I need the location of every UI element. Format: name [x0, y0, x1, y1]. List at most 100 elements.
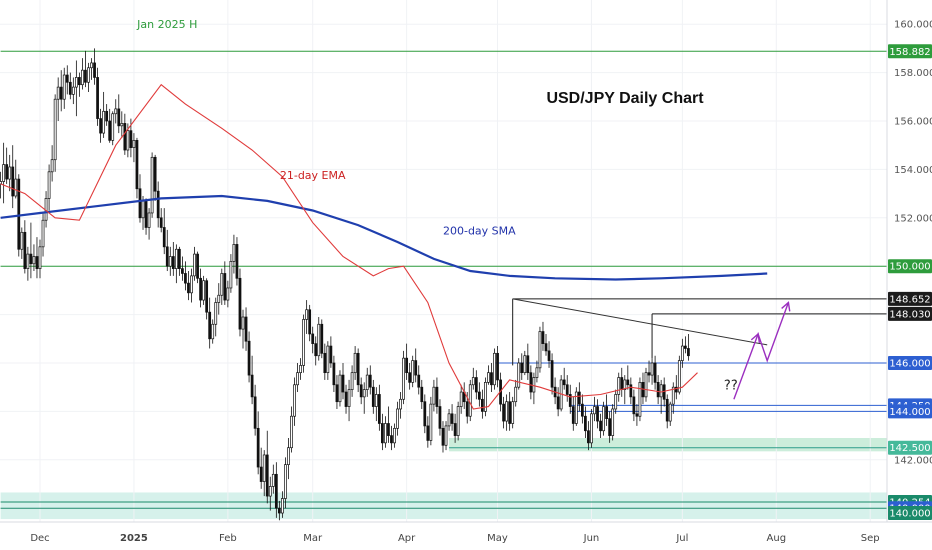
candle-body-10 [29, 253, 33, 265]
candle-body-149 [450, 413, 454, 424]
candle-body-177 [535, 367, 539, 378]
candle-body-130 [393, 427, 396, 444]
time-tick-0: Dec [30, 533, 49, 544]
time-tick-7: Jul [675, 533, 688, 544]
candle-body-66 [199, 277, 202, 301]
price-tick-1: 158.000 [894, 68, 932, 79]
candle-body-85 [256, 427, 260, 468]
candle-body-35 [105, 110, 109, 122]
candle-body-107 [323, 352, 327, 374]
candle-body-146 [441, 427, 445, 446]
price-tick-9: 142.000 [894, 455, 932, 466]
time-tick-2: Feb [219, 533, 237, 544]
candle-body-206 [623, 379, 627, 390]
candle-body-111 [335, 384, 339, 403]
price-tick-0: 160.000 [894, 20, 932, 31]
candle-body-219 [662, 384, 666, 400]
candle-body-121 [365, 374, 369, 390]
candle-body-17 [50, 159, 54, 173]
candle-body-9 [26, 253, 30, 269]
candle-body-157 [474, 377, 478, 393]
candle-body-77 [232, 244, 236, 262]
candle-body-2 [5, 164, 9, 180]
candle-body-195 [590, 413, 593, 444]
candle-body-101 [305, 309, 309, 320]
candle-body-110 [332, 362, 336, 386]
candle-body-191 [577, 391, 581, 405]
candle-body-51 [153, 156, 157, 192]
candle-body-99 [299, 365, 302, 374]
descending-trendline [512, 298, 768, 346]
candle-body-59 [177, 248, 181, 269]
candle-body-133 [402, 357, 405, 400]
price-label-box-3 [888, 306, 932, 321]
candle-body-172 [520, 362, 524, 374]
candle-body-189 [571, 406, 575, 424]
candle-body-200 [605, 406, 608, 420]
candle-body-223 [674, 386, 678, 393]
candle-body-217 [656, 382, 660, 398]
candle-body-155 [468, 384, 472, 417]
candle-body-65 [196, 253, 199, 279]
candle-body-71 [214, 302, 218, 325]
candle-body-201 [608, 418, 612, 436]
candle-body-222 [671, 386, 675, 405]
candle-body-58 [174, 248, 178, 269]
candle-body-69 [208, 311, 212, 340]
candle-body-202 [611, 408, 615, 436]
candle-body-148 [447, 413, 451, 427]
candle-body-64 [193, 253, 196, 277]
price-label-3: 148.030 [889, 309, 930, 320]
candle-body-198 [599, 420, 602, 432]
candle-body-213 [644, 372, 648, 398]
price-label-2: 148.652 [889, 294, 930, 305]
time-axis[interactable]: Dec 2025 Feb Mar Apr May Jun Jul Aug Sep [30, 533, 879, 544]
candle-body-188 [568, 394, 572, 407]
candle-body-14 [41, 219, 45, 248]
price-label-box-2 [888, 291, 932, 306]
candle-body-186 [562, 379, 566, 386]
candle-body-20 [59, 86, 63, 100]
candle-body-67 [202, 280, 206, 301]
price-label-box-6 [888, 404, 932, 419]
arrowhead-first [750, 332, 761, 343]
candle-body-208 [629, 384, 633, 398]
candle-body-28 [84, 69, 87, 83]
candle-body-91 [274, 473, 278, 509]
candle-body-124 [374, 394, 378, 407]
candle-body-88 [265, 454, 269, 497]
price-tick-3: 154.000 [894, 165, 932, 176]
candle-body-109 [329, 345, 333, 364]
candle-body-161 [487, 372, 490, 383]
candle-body-8 [23, 231, 27, 269]
candle-body-159 [480, 398, 484, 412]
candle-body-218 [659, 384, 663, 398]
candle-body-139 [420, 386, 424, 403]
candle-body-174 [526, 355, 530, 374]
time-tick-1: 2025 [120, 533, 148, 544]
candle-body-147 [444, 425, 448, 446]
price-label-1: 150.000 [889, 262, 930, 273]
candle-body-78 [235, 244, 239, 279]
price-label-box-0 [888, 44, 932, 59]
annotation-1: 21-day EMA [280, 169, 346, 182]
candle-body-5 [14, 178, 18, 197]
candle-body-38 [114, 108, 118, 115]
candle-body-123 [371, 386, 375, 407]
candle-body-84 [253, 396, 257, 429]
candle-body-37 [111, 113, 115, 141]
support-zone-0 [449, 438, 887, 452]
candle-body-74 [223, 273, 227, 301]
candle-body-24 [71, 86, 75, 95]
time-axis-panel[interactable] [0, 522, 932, 550]
chart-title: USD/JPY Daily Chart [546, 90, 704, 107]
annotation-0: Jan 2025 H [136, 18, 197, 31]
candle-body-100 [302, 319, 305, 366]
candle-body-22 [65, 74, 69, 83]
candle-body-117 [353, 352, 357, 374]
candle-body-103 [311, 333, 315, 344]
candle-body-26 [78, 77, 81, 86]
candle-body-176 [532, 377, 536, 393]
candle-body-211 [638, 382, 642, 417]
